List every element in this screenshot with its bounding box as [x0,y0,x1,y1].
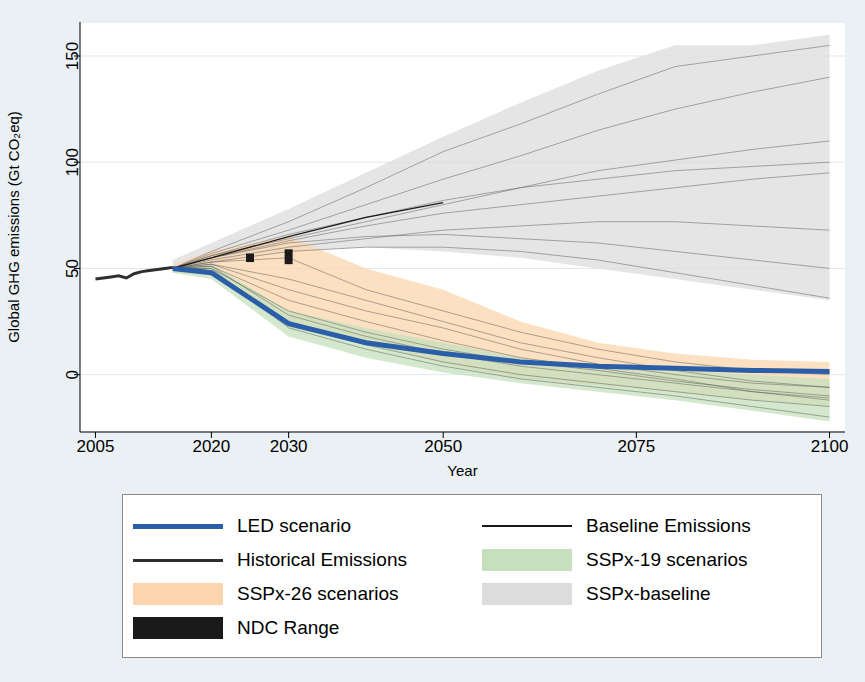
svg-text:2100: 2100 [811,437,849,456]
html-text:SSPx-19 scenarios: SSPx-19 scenarios [586,549,748,570]
html-text:NDC Range: NDC Range [237,617,340,638]
svg-text:150: 150 [63,42,82,70]
html-text:LED scenario: LED scenario [237,515,352,536]
svg-text:0: 0 [63,370,82,379]
svg-text:2030: 2030 [270,437,308,456]
html-text:Historical Emissions: Historical Emissions [237,549,407,570]
svg-text:100: 100 [63,148,82,176]
html-text:Baseline Emissions: Baseline Emissions [586,515,751,536]
svg-text:2075: 2075 [617,437,655,456]
svg-text:2050: 2050 [424,437,462,456]
svg-text:50: 50 [63,259,82,278]
svg-text:Year: Year [447,462,477,479]
html-text:SSPx-26 scenarios: SSPx-26 scenarios [237,583,399,604]
html-text:SSPx-baseline: SSPx-baseline [586,583,711,604]
svg-text:Global GHG emissions (Gt CO₂eq: Global GHG emissions (Gt CO₂eq) [8,111,22,343]
svg-text:2005: 2005 [77,437,115,456]
svg-text:2020: 2020 [192,437,230,456]
